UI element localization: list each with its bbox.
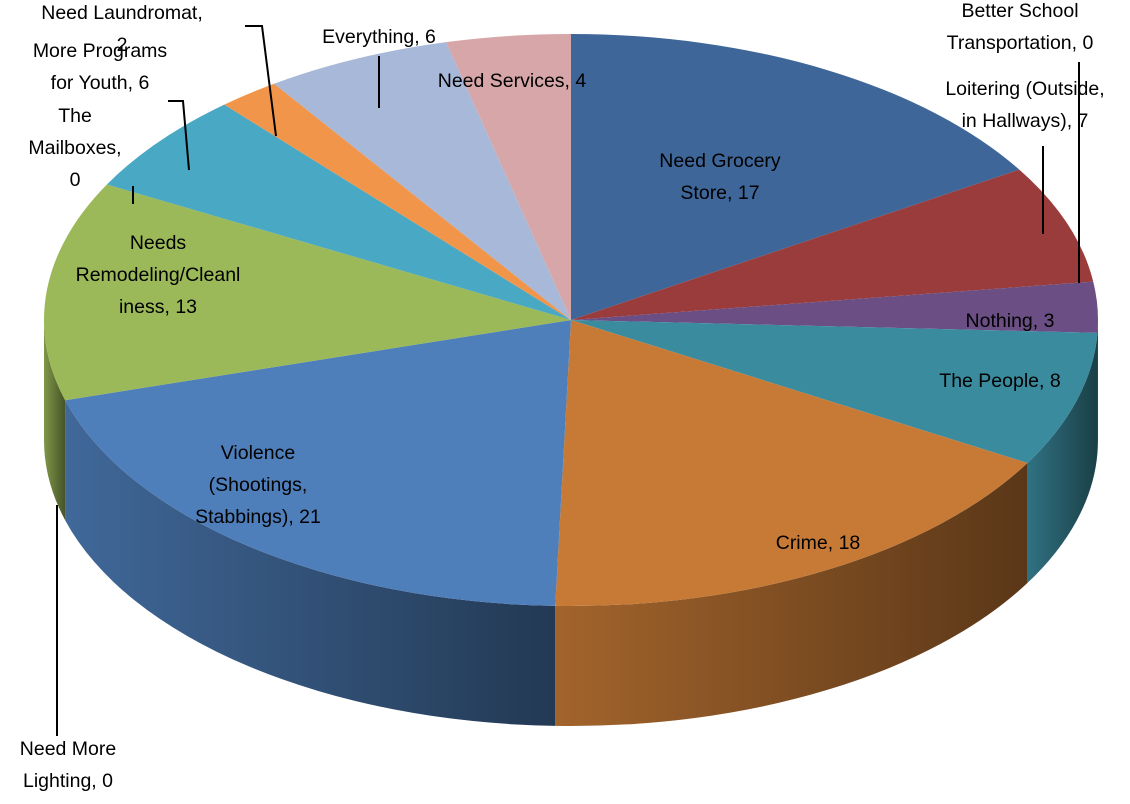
label-the-people: The People, 8 [939, 370, 1060, 392]
label-crime: Crime, 18 [776, 532, 861, 554]
slice-nothing [571, 281, 1098, 333]
slice-loitering-outside-in-hallways [571, 169, 1094, 320]
label-need-laundromat: Need Laundromat, 2 [41, 2, 203, 56]
label-nothing: Nothing, 3 [966, 310, 1055, 332]
label-needs-remodeling-cleanliness: Needs Remodeling/Cleanl iness, 13 [76, 232, 241, 318]
slice-side-needs-remodeling-cleanliness [44, 320, 66, 521]
slice-everything [274, 42, 571, 321]
slice-side-crime [555, 463, 1028, 726]
pie-top [44, 34, 1098, 606]
leader-lines [56, 25, 1080, 736]
leader-line-need-laundromat [245, 25, 277, 137]
slice-need-grocery-store [571, 34, 1020, 320]
label-need-grocery-store: Need Grocery Store, 17 [659, 150, 781, 204]
slice-side-nothing [1097, 320, 1098, 453]
leader-line-more-programs-for-youth [168, 100, 190, 171]
label-loitering-outside-in-hallways: Loitering (Outside, in Hallways), 7 [945, 78, 1104, 132]
slice-violence-shootings-stabbings [65, 320, 571, 606]
slice-side-violence-shootings-stabbings [65, 400, 556, 726]
label-need-more-lighting: Need More Lighting, 0 [20, 738, 116, 792]
label-better-school-transportation: Better School Transportation, 0 [947, 0, 1094, 54]
slice-side-the-people [1027, 332, 1098, 583]
slice-the-people [571, 320, 1098, 463]
slice-need-laundromat [224, 83, 571, 320]
slice-more-programs-for-youth [106, 104, 572, 321]
label-everything: Everything, 6 [322, 26, 436, 48]
slice-crime [555, 320, 1028, 606]
label-the-mailboxes: The Mailboxes, 0 [28, 105, 121, 191]
label-violence-shootings-stabbings: Violence (Shootings, Stabbings), 21 [195, 442, 321, 528]
slice-labels: Need Grocery Store, 17 Loitering (Outside,… [20, 0, 1105, 792]
label-more-programs-for-youth: More Programs for Youth, 6 [33, 40, 168, 94]
slice-needs-remodeling-cleanliness [44, 184, 572, 401]
label-need-services: Need Services, 4 [438, 70, 587, 92]
pie-sides [44, 320, 1098, 726]
slice-need-services [446, 34, 571, 320]
